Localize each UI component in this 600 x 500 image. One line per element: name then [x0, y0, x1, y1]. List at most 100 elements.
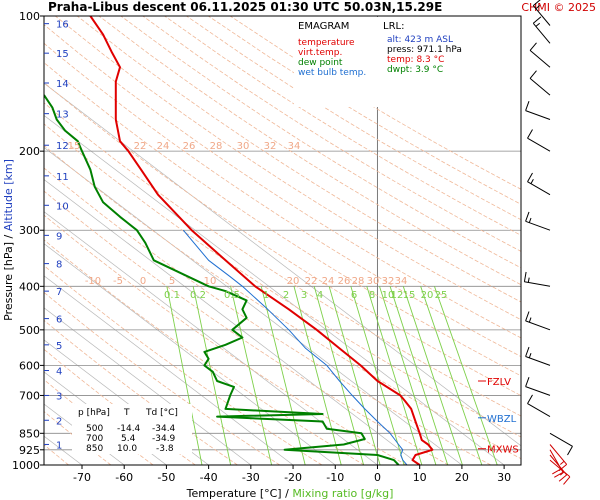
- dry-adiabat-line: [186, 16, 521, 221]
- lrl-box: LRL: alt: 423 m ASL press: 971.1 hPa tem…: [380, 17, 480, 79]
- mixing-ratio-line: [420, 286, 483, 465]
- y-tick-label: 400: [19, 280, 40, 293]
- series-wet-bulb-temp: [182, 229, 408, 465]
- x-tick-label: 30: [497, 471, 511, 484]
- dry-adiabat-line: [76, 16, 521, 303]
- wind-barb: [549, 449, 564, 478]
- profile-lines: [44, 16, 434, 465]
- y-tick-label: 200: [19, 145, 40, 158]
- wind-barb: [525, 101, 551, 120]
- mixing-ratio-line: [166, 286, 203, 465]
- dry-adiabat-label: -10: [85, 276, 101, 287]
- table-row-850-p: 850: [86, 444, 103, 454]
- x-tick-label: 0: [374, 471, 381, 484]
- table-header-p: p [hPa]: [78, 408, 110, 418]
- wind-barb: [523, 271, 551, 287]
- dry-adiabat-line: [44, 239, 365, 465]
- mixing-ratio-label: 1: [263, 290, 269, 301]
- x-axis-label: Temperature [°C] / Mixing ratio [g/kg]: [186, 487, 394, 500]
- dry-adiabat-line: [44, 291, 281, 465]
- lrl-pressure: press: 971.1 hPa: [387, 45, 462, 55]
- dry-adiabat-label: 24: [157, 141, 170, 152]
- isotherm-line: [44, 339, 209, 465]
- altitude-tick-label: 3: [56, 391, 62, 402]
- dry-adiabat-label: 32: [264, 141, 277, 152]
- dry-adiabat-label: 26: [338, 276, 351, 287]
- wind-barb: [532, 16, 551, 44]
- dry-adiabat-line: [44, 62, 521, 377]
- mixing-ratio-line: [260, 286, 306, 465]
- x-tick-label: -30: [242, 471, 260, 484]
- axes: -70 -60 -50 -40 -30 -20 -10 0 10 20 30100200300400…: [12, 10, 511, 484]
- dry-adiabat-line: [44, 410, 112, 465]
- dry-adiabat-label: -5: [113, 276, 123, 287]
- x-tick-label: -20: [284, 471, 302, 484]
- dry-adiabat-line: [55, 16, 521, 321]
- dry-adiabat-label: 28: [352, 276, 365, 287]
- dry-adiabat-label: 34: [288, 141, 301, 152]
- mixing-ratio-label: 4: [317, 290, 323, 301]
- mixing-ratio-line: [402, 286, 463, 465]
- y-tick-label: 1000: [12, 459, 40, 472]
- chart-labels: 15 22 24 26 28 30 32 34-10 -5 0 5 10 20 22 24 26 28 30 32 3…: [68, 141, 448, 301]
- dry-adiabat-line: [44, 167, 491, 465]
- wind-barb: [532, 0, 551, 26]
- marker-label-mxws: MXWS: [487, 445, 519, 456]
- wind-barb: [525, 346, 551, 366]
- series-temperature: [89, 16, 434, 465]
- mixing-ratio-line: [328, 286, 381, 465]
- mixing-ratio-line: [350, 286, 405, 465]
- mixing-ratio-line: [366, 286, 423, 465]
- mixing-ratio-label: 12: [391, 290, 404, 301]
- isotherm-line: [44, 82, 521, 447]
- table-row-500-p: 500: [86, 424, 103, 434]
- marker-label-fzlv: FZLV: [487, 377, 511, 388]
- wind-barb: [527, 129, 551, 152]
- y-tick-label: 500: [19, 324, 40, 337]
- x-tick-label: -60: [115, 471, 133, 484]
- mixing-ratio-line: [379, 286, 437, 465]
- mixing-ratio-label: 0.2: [190, 290, 206, 301]
- wind-barb: [527, 394, 551, 418]
- mixing-ratio-line: [230, 286, 273, 465]
- dry-adiabat-label: 26: [183, 141, 196, 152]
- lrl-heading: LRL:: [383, 21, 404, 32]
- altitude-tick-label: 2: [56, 416, 62, 427]
- table-row-700-t: 5.4: [121, 434, 136, 444]
- mixing-ratio-label: 3: [301, 290, 307, 301]
- dry-adiabat-label: 30: [237, 141, 250, 152]
- y-tick-label: 600: [19, 359, 40, 372]
- altitude-tick-label: 10: [56, 201, 69, 212]
- altitude-tick-label: 9: [56, 231, 62, 242]
- credit-label: CHMI © 2025: [521, 1, 596, 14]
- legend-box: EMAGRAM temperature virt.temp. dew point…: [294, 17, 378, 107]
- dry-adiabat-line: [44, 81, 521, 397]
- table-row-850-td: -3.8: [156, 444, 174, 454]
- lrl-dewpoint: dwpt: 3.9 °C: [387, 65, 443, 75]
- wind-barb: [549, 454, 568, 482]
- wind-barb: [525, 311, 551, 331]
- dry-adiabat-label: 15: [68, 141, 81, 152]
- y-tick-label: 300: [19, 224, 40, 237]
- mixing-ratio-line: [293, 286, 342, 465]
- mixing-ratio-label: 0.5: [224, 290, 240, 301]
- isotherm-line: [44, 275, 294, 465]
- mixing-ratio-label: 10: [382, 290, 395, 301]
- altitude-tick-label: 15: [56, 49, 69, 60]
- legend-dew-point: dew point: [298, 58, 343, 68]
- dry-adiabat-line: [44, 214, 407, 465]
- x-axis-label-mixing: Mixing ratio [g/kg]: [292, 487, 393, 500]
- wind-barb: [549, 444, 568, 472]
- legend-heading: EMAGRAM: [298, 21, 349, 32]
- dry-adiabat-line: [98, 16, 521, 286]
- dry-adiabat-line: [44, 145, 521, 460]
- altitude-tick-label: 6: [56, 315, 62, 326]
- table-header-td: Td [°C]: [145, 408, 178, 418]
- dry-adiabat-label: 24: [322, 276, 335, 287]
- x-tick-label: 10: [413, 471, 427, 484]
- mixing-ratio-label: 0.1: [164, 290, 180, 301]
- wind-barb: [525, 377, 551, 396]
- wind-barb: [527, 172, 551, 196]
- lrl-temperature: temp: 8.3 °C: [387, 55, 444, 65]
